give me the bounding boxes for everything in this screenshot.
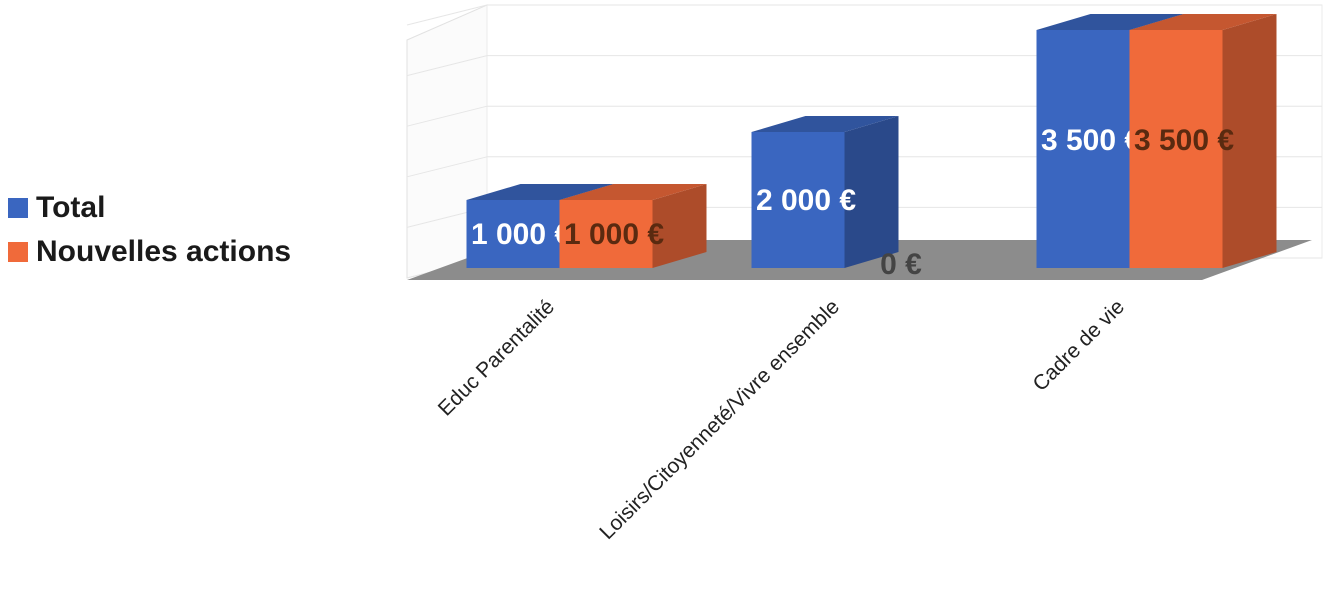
- bar-total: [751, 132, 845, 268]
- legend-swatch-nouvelles-actions: [8, 242, 28, 262]
- legend-label-nouvelles-actions: Nouvelles actions: [36, 235, 292, 268]
- gridline-side: [406, 4, 488, 26]
- gridline-side: [406, 156, 488, 178]
- bar-total: [1036, 30, 1130, 268]
- legend: Total Nouvelles actions: [8, 186, 291, 274]
- bar-nouvelles-actions: [559, 200, 653, 268]
- legend-item-nouvelles-actions: Nouvelles actions: [8, 230, 291, 274]
- bar-total: [466, 200, 560, 268]
- legend-label-total: Total: [36, 191, 106, 224]
- legend-item-total: Total: [8, 186, 291, 230]
- legend-swatch-total: [8, 198, 28, 218]
- data-label: 1 000 €: [471, 218, 571, 251]
- x-tick-label: Cadre de vie: [1029, 295, 1129, 395]
- bar-top: [751, 116, 899, 132]
- x-tick-label: Educ Parentalité: [434, 295, 559, 420]
- bar-side: [652, 184, 707, 268]
- data-label: 3 500 €: [1041, 124, 1141, 157]
- bar-nouvelles-actions: [1129, 30, 1223, 268]
- gridline-side: [406, 55, 488, 77]
- gridline-side: [406, 105, 488, 127]
- bar-side: [1222, 14, 1277, 268]
- data-label: 1 000 €: [564, 218, 664, 251]
- data-label: 2 000 €: [756, 184, 856, 217]
- data-label: 3 500 €: [1134, 124, 1234, 157]
- bar-top: [1036, 14, 1184, 30]
- bar-top: [466, 184, 614, 200]
- data-label: 0 €: [880, 248, 922, 281]
- bar-top: [1129, 14, 1277, 30]
- x-tick-label: Loisirs/Citoyenneté/Vivre ensemble: [595, 295, 844, 544]
- bar-top: [559, 184, 707, 200]
- bar-side: [844, 116, 899, 268]
